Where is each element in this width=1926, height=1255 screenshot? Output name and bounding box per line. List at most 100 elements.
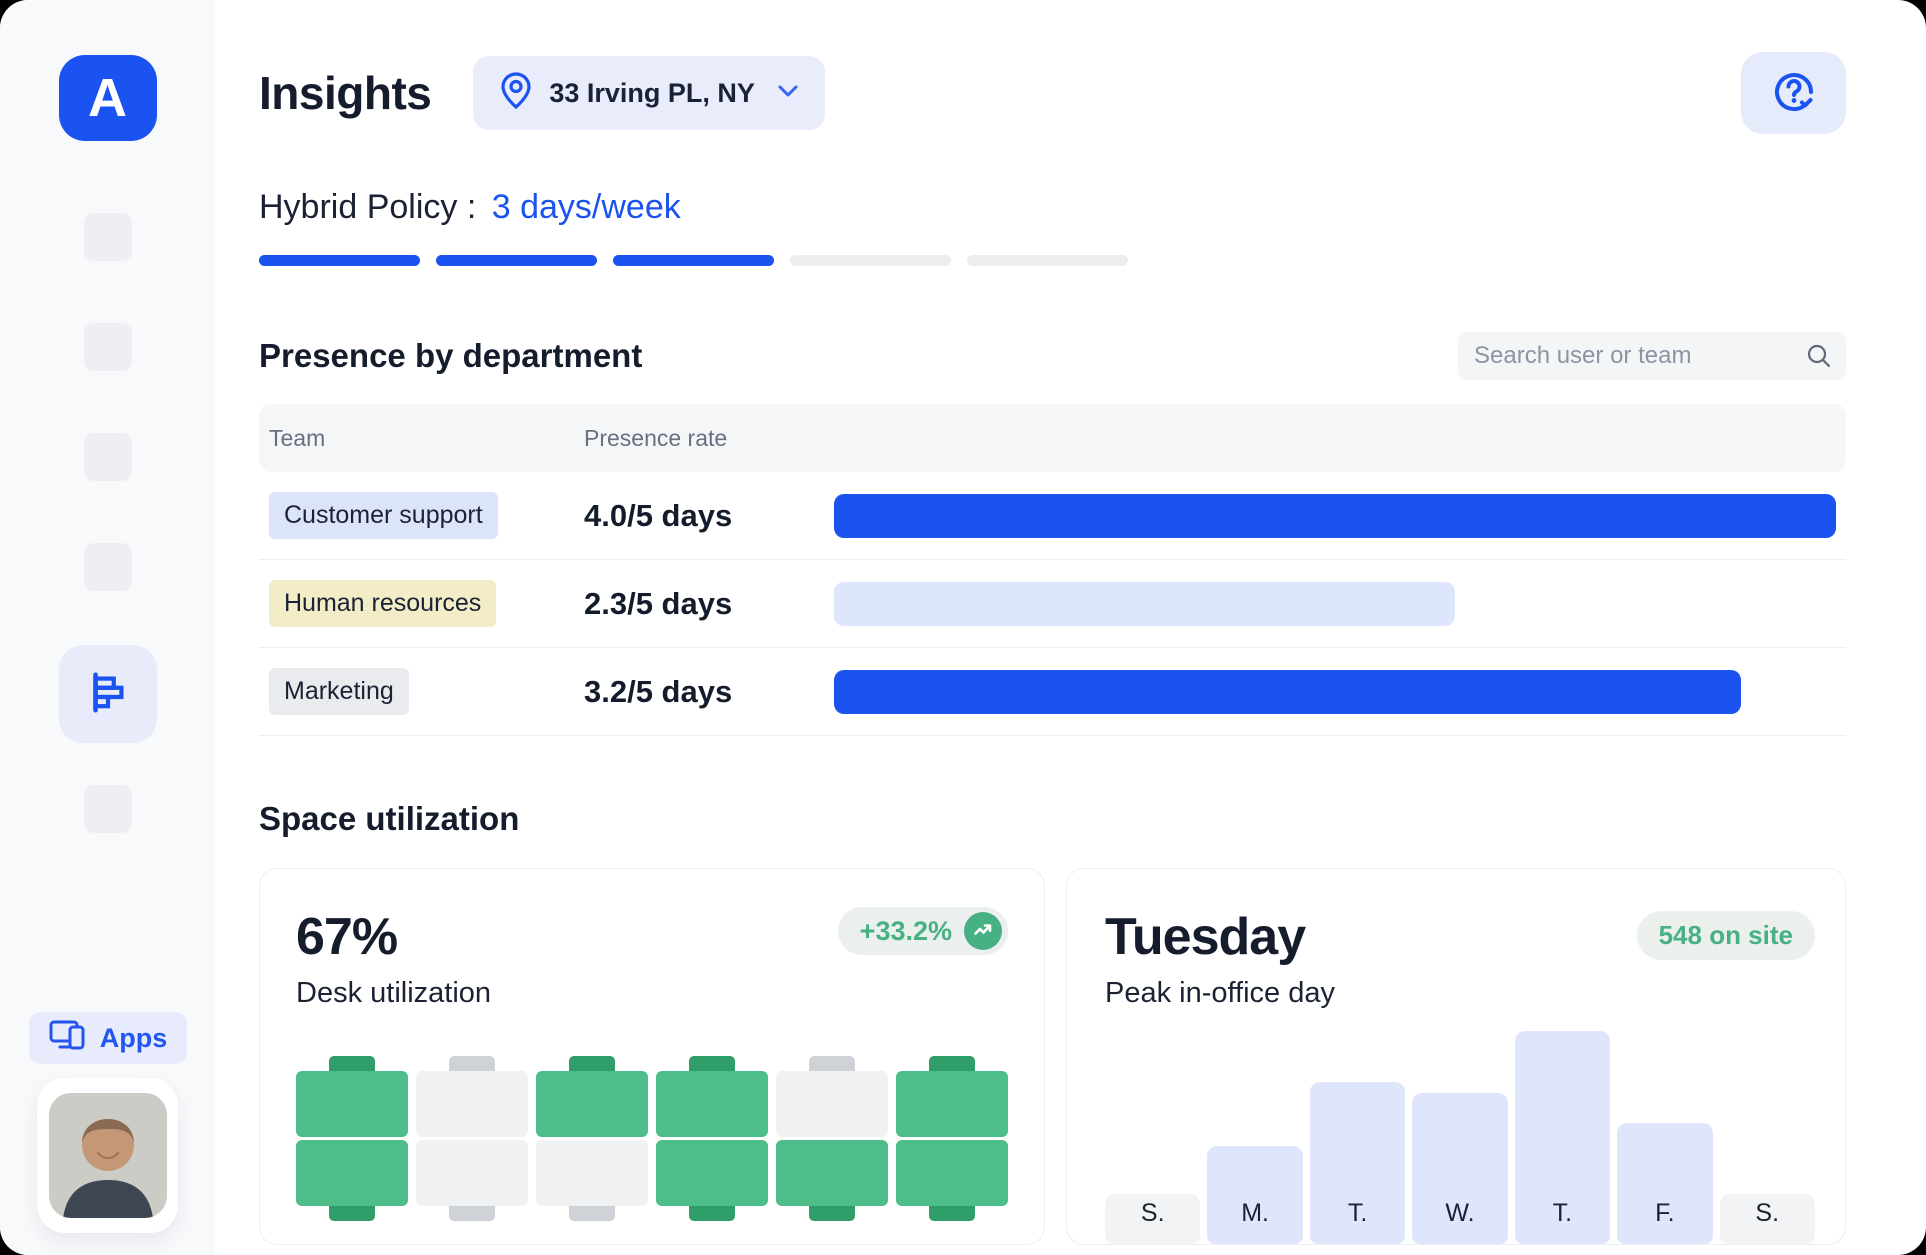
desk xyxy=(536,1140,648,1206)
desk-map xyxy=(296,1056,1008,1221)
chair-icon xyxy=(929,1056,975,1071)
sidebar-item-placeholder-1[interactable] xyxy=(83,323,132,371)
table-header: Team Presence rate xyxy=(259,404,1846,472)
team-chip: Marketing xyxy=(269,668,409,715)
apps-button[interactable]: Apps xyxy=(28,1012,187,1064)
onsite-badge: 548 on site xyxy=(1636,911,1815,960)
devices-icon xyxy=(48,1018,88,1059)
sidebar-item-placeholder-3[interactable] xyxy=(83,543,132,591)
policy-progress xyxy=(259,255,1846,266)
chart-bar-6: F. xyxy=(1617,1123,1713,1244)
desk-pair-1 xyxy=(296,1056,408,1221)
chart-bar-5: T. xyxy=(1514,1031,1611,1244)
location-selector[interactable]: 33 Irving PL, NY xyxy=(473,56,825,130)
presence-rate-value: 4.0/5 days xyxy=(584,497,733,533)
presence-section: Presence by department Team Presence rat… xyxy=(259,332,1846,736)
policy-segment-5 xyxy=(967,255,1128,266)
chair-icon xyxy=(569,1056,615,1071)
desk-pair-5 xyxy=(776,1056,888,1221)
chart-bar-2: M. xyxy=(1207,1146,1303,1244)
desk xyxy=(296,1140,408,1206)
peak-day-card: Tuesday 548 on site Peak in-office day S… xyxy=(1066,868,1846,1245)
presence-table: Team Presence rate Customer support 4.0/5… xyxy=(259,404,1846,736)
sidebar: A Apps xyxy=(0,0,215,1255)
search-icon xyxy=(1806,343,1832,374)
desk-pair-6 xyxy=(896,1056,1008,1221)
delta-badge: +33.2% xyxy=(837,907,1008,955)
avatar-photo xyxy=(48,1093,167,1218)
team-chip: Customer support xyxy=(269,492,498,539)
desk xyxy=(416,1071,528,1137)
col-presence-rate: Presence rate xyxy=(584,424,728,451)
policy-segment-4 xyxy=(790,255,951,266)
help-button[interactable] xyxy=(1741,52,1846,134)
chart-bar-label: T. xyxy=(1347,1199,1368,1227)
presence-rate-value: 3.2/5 days xyxy=(584,673,733,709)
team-chip: Human resources xyxy=(269,580,497,627)
peak-day-value: Tuesday xyxy=(1105,908,1306,966)
chart-bar-label: F. xyxy=(1655,1199,1675,1227)
desk xyxy=(536,1071,648,1137)
desk-pair-4 xyxy=(656,1056,768,1221)
desk xyxy=(296,1071,408,1137)
sidebar-item-placeholder-0[interactable] xyxy=(83,213,132,261)
desk xyxy=(656,1140,768,1206)
search-box xyxy=(1458,332,1846,380)
location-label: 33 Irving PL, NY xyxy=(549,77,755,108)
chair-icon xyxy=(809,1056,855,1071)
avatar[interactable] xyxy=(37,1078,178,1233)
chair-icon xyxy=(449,1056,495,1071)
desk-utilization-card: 67% +33.2% Desk utilization xyxy=(259,868,1045,1245)
presence-bar xyxy=(834,493,1836,538)
presence-bar xyxy=(834,669,1741,714)
chart-bar-3: T. xyxy=(1309,1082,1406,1244)
chart-bar-1: S. xyxy=(1105,1194,1201,1244)
chart-bar-label: T. xyxy=(1552,1199,1573,1227)
presence-bar xyxy=(834,581,1456,626)
desk xyxy=(416,1140,528,1206)
desk-utilization-label: Desk utilization xyxy=(296,977,492,1009)
chart-bar-7: S. xyxy=(1719,1194,1815,1244)
policy-label: Hybrid Policy : xyxy=(259,188,477,226)
desk-pair-3 xyxy=(536,1056,648,1221)
chart-bar-4: W. xyxy=(1412,1093,1508,1244)
chart-bar-label: S. xyxy=(1755,1199,1780,1227)
presence-title: Presence by department xyxy=(259,337,643,374)
apps-label: Apps xyxy=(99,1022,168,1053)
desk xyxy=(776,1140,888,1206)
chair-icon xyxy=(449,1206,495,1221)
table-row: Marketing 3.2/5 days xyxy=(259,648,1846,736)
chair-icon xyxy=(329,1056,375,1071)
desk-utilization-value: 67% xyxy=(296,908,398,966)
space-title: Space utilization xyxy=(259,800,520,837)
chart-bar-label: M. xyxy=(1241,1199,1270,1227)
sidebar-item-placeholder-5[interactable] xyxy=(83,785,132,833)
chair-icon xyxy=(329,1206,375,1221)
sidebar-item-insights-active[interactable] xyxy=(58,645,157,743)
horizontal-bar-chart-icon xyxy=(85,669,131,720)
policy-value: 3 days/week xyxy=(491,188,681,226)
peak-day-label: Peak in-office day xyxy=(1105,977,1335,1009)
desk xyxy=(896,1140,1008,1206)
trending-up-icon xyxy=(964,912,1002,950)
presence-rate-value: 2.3/5 days xyxy=(584,585,733,621)
chair-icon xyxy=(689,1206,735,1221)
logo-letter: A xyxy=(88,68,127,128)
chart-bar-label: W. xyxy=(1445,1199,1475,1227)
chair-icon xyxy=(689,1056,735,1071)
search-input[interactable] xyxy=(1458,332,1846,380)
desk xyxy=(776,1071,888,1137)
desk-pair-2 xyxy=(416,1056,528,1221)
sidebar-nav xyxy=(58,213,157,895)
hybrid-policy: Hybrid Policy : 3 days/week xyxy=(259,188,1846,227)
chart-bar-label: S. xyxy=(1140,1199,1165,1227)
page-header: Insights 33 Irving PL, NY xyxy=(259,52,1846,134)
chair-icon xyxy=(809,1206,855,1221)
sidebar-item-placeholder-2[interactable] xyxy=(83,433,132,481)
app-logo[interactable]: A xyxy=(58,55,157,141)
space-section: Space utilization 67% +33.2% xyxy=(259,800,1846,1245)
table-row: Customer support 4.0/5 days xyxy=(259,472,1846,560)
page-title: Insights xyxy=(259,67,432,119)
policy-segment-1 xyxy=(259,255,420,266)
chevron-down-icon xyxy=(777,84,799,103)
